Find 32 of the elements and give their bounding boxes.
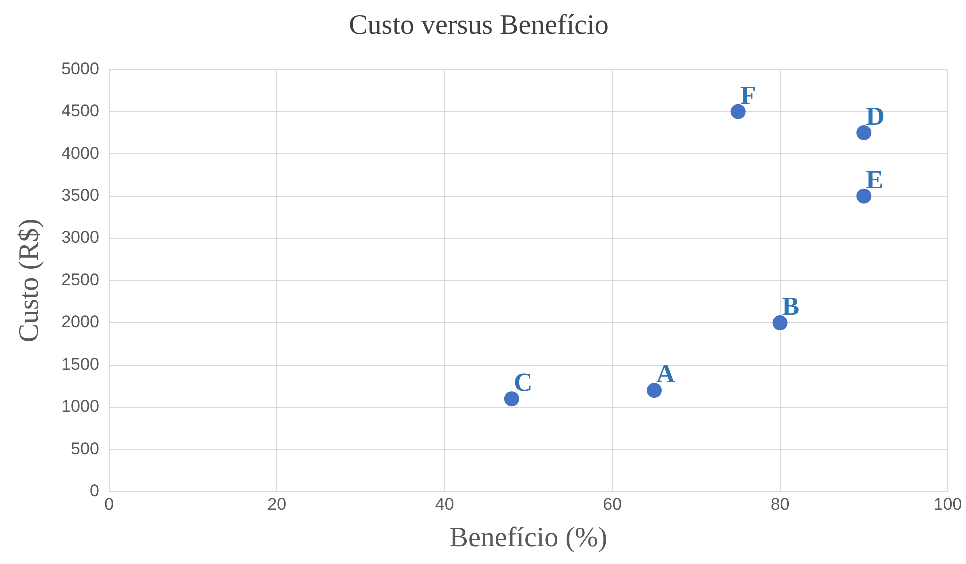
x-tick-label: 80	[770, 494, 790, 514]
y-tick-label: 1000	[62, 397, 100, 416]
point	[730, 104, 746, 120]
annotation: B	[782, 292, 800, 322]
point	[772, 316, 788, 331]
y-tick-label: 2500	[62, 270, 100, 290]
point	[646, 383, 662, 398]
annotation: A	[656, 360, 676, 389]
y-tick-label: 2000	[62, 312, 100, 332]
point	[856, 188, 872, 204]
y-tick-label: 4500	[62, 102, 100, 121]
x-tick-label: 20	[268, 494, 287, 514]
annotation: E	[866, 165, 884, 194]
x-tick-label: 0	[104, 494, 114, 514]
y-tick-label: 5000	[62, 59, 100, 78]
y-tick-label: 3000	[62, 228, 100, 248]
annotation: D	[866, 102, 885, 131]
y-tick-label: 1500	[62, 354, 100, 374]
point	[504, 392, 520, 407]
annotation: F	[740, 80, 756, 110]
annotation: C	[514, 368, 533, 398]
x-tick-label: 100	[934, 494, 962, 514]
chart-title: Custo versus Benefício	[349, 10, 609, 42]
x-tick-label: 40	[435, 494, 454, 514]
point	[856, 125, 872, 140]
y-tick-label: 0	[90, 482, 100, 501]
y-tick-label: 3500	[62, 186, 100, 206]
y-tick-label: 500	[71, 439, 100, 458]
x-tick-label: 60	[603, 494, 622, 514]
y-axis-title: Custo (R$)	[14, 218, 46, 343]
x-axis-title: Benefício (%)	[450, 522, 608, 554]
y-tick-label: 4000	[62, 144, 100, 163]
